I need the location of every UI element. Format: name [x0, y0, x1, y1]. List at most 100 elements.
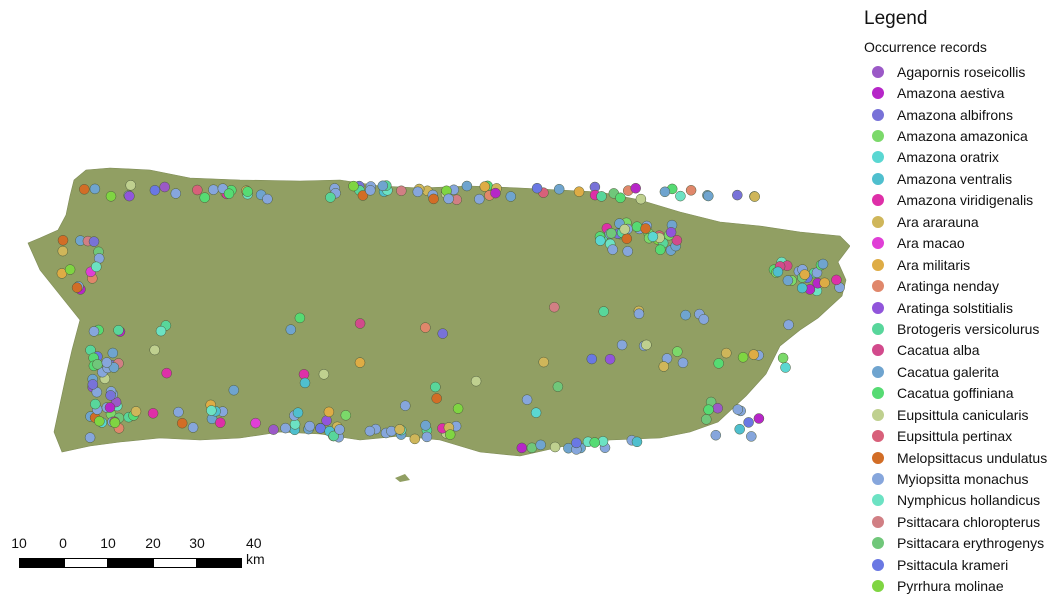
- occurrence-point: [94, 415, 105, 427]
- legend-label: Amazona viridigenalis: [897, 192, 1034, 209]
- scale-segment: [63, 558, 109, 568]
- occurrence-point: [701, 414, 712, 425]
- legend-label: Psittacula krameri: [897, 556, 1009, 573]
- occurrence-point: [452, 403, 464, 414]
- occurrence-point: [589, 437, 600, 448]
- legend-label: Cacatua galerita: [897, 363, 999, 380]
- legend-label: Eupsittula pertinax: [897, 428, 1013, 445]
- scale-tick-label: 30: [189, 535, 205, 551]
- legend-swatch-icon: [872, 580, 884, 593]
- occurrence-point: [444, 429, 456, 440]
- legend-label: Psittacara erythrogenys: [897, 535, 1045, 552]
- scale-tick-label: 10: [100, 535, 116, 551]
- occurrence-point: [354, 357, 366, 368]
- legend-swatch-icon: [872, 172, 884, 185]
- scale-segment: [152, 558, 198, 568]
- occurrence-point: [671, 235, 683, 246]
- occurrence-point: [89, 183, 101, 195]
- occurrence-point: [412, 186, 424, 198]
- occurrence-point: [680, 309, 691, 321]
- legend-label: Cacatua alba: [897, 342, 980, 359]
- occurrence-point: [672, 346, 683, 357]
- occurrence-point: [323, 406, 335, 418]
- legend-title: Legend: [864, 8, 928, 29]
- legend-item: Nymphicus hollandicus: [864, 490, 1054, 511]
- occurrence-point: [396, 185, 407, 197]
- occurrence-point: [743, 417, 754, 428]
- legend-item: Amazona ventralis: [864, 168, 1054, 189]
- occurrence-point: [88, 326, 100, 337]
- legend-item: Ara ararauna: [864, 211, 1054, 232]
- occurrence-point: [315, 423, 326, 434]
- occurrence-point: [199, 192, 210, 203]
- occurrence-point: [292, 407, 304, 418]
- occurrence-point: [334, 424, 345, 435]
- occurrence-point: [631, 436, 643, 448]
- occurrence-point: [710, 429, 722, 441]
- occurrence-point: [553, 183, 565, 195]
- occurrence-point: [665, 227, 677, 238]
- occurrence-point: [526, 442, 538, 454]
- occurrence-point: [57, 235, 69, 246]
- occurrence-point: [357, 190, 369, 201]
- occurrence-point: [173, 406, 184, 418]
- occurrence-point: [659, 186, 671, 198]
- scale-tick-label: 20: [145, 535, 161, 551]
- legend-item: Myiopsitta monachus: [864, 468, 1054, 489]
- legend-subtitle: Occurrence records: [864, 39, 987, 55]
- occurrence-point: [318, 369, 330, 380]
- legend-item: Melopsittacus undulatus: [864, 447, 1054, 468]
- legend-swatch-icon: [872, 108, 884, 121]
- occurrence-point: [549, 301, 560, 313]
- occurrence-point: [125, 180, 136, 191]
- occurrence-point: [289, 419, 301, 430]
- occurrence-point: [84, 432, 96, 443]
- occurrence-point: [655, 244, 666, 255]
- occurrence-point: [640, 223, 651, 234]
- legend-item: Psittacula krameri: [864, 554, 1054, 575]
- occurrence-point: [685, 185, 697, 196]
- occurrence-point: [79, 184, 90, 195]
- occurrence-point: [470, 375, 482, 387]
- occurrence-point: [105, 191, 117, 202]
- occurrence-point: [461, 180, 473, 192]
- offshore-islet-shape: [395, 474, 410, 482]
- scale-tick-label: 0: [59, 535, 67, 551]
- occurrence-point: [737, 352, 749, 363]
- legend-label: Agapornis roseicollis: [897, 63, 1026, 80]
- legend-label: Amazona aestiva: [897, 85, 1005, 102]
- occurrence-point: [549, 441, 561, 453]
- occurrence-point: [782, 275, 794, 286]
- occurrence-point: [753, 413, 765, 424]
- legend-swatch-icon: [872, 408, 884, 421]
- occurrence-point: [799, 269, 810, 280]
- legend-item: Eupsittula pertinax: [864, 425, 1054, 446]
- legend-label: Nymphicus hollandicus: [897, 492, 1041, 509]
- legend-swatch-icon: [872, 344, 884, 357]
- map-canvas[interactable]: [0, 0, 850, 598]
- occurrence-point: [64, 264, 76, 275]
- occurrence-point: [732, 404, 744, 415]
- legend-panel: Legend Occurrence records Agapornis rose…: [864, 8, 1054, 597]
- legend-label: Aratinga solstitialis: [897, 299, 1013, 316]
- occurrence-point: [641, 339, 652, 351]
- occurrence-point: [780, 362, 791, 373]
- legend-item: Pyrrhura molinae: [864, 576, 1054, 597]
- occurrence-point: [149, 185, 161, 196]
- occurrence-point: [364, 425, 376, 437]
- occurrence-point: [538, 356, 549, 368]
- occurrence-point: [223, 188, 235, 199]
- occurrence-point: [170, 188, 182, 199]
- occurrence-point: [604, 353, 616, 365]
- occurrence-point: [595, 235, 606, 246]
- occurrence-point: [113, 324, 124, 336]
- legend-swatch-icon: [872, 215, 884, 228]
- occurrence-point: [228, 384, 240, 396]
- occurrence-points: [56, 180, 845, 455]
- occurrence-point: [262, 193, 273, 205]
- scale-segment: [108, 558, 153, 568]
- legend-swatch-icon: [872, 365, 884, 378]
- legend-label: Melopsittacus undulatus: [897, 449, 1048, 466]
- legend-label: Pyrrhura molinae: [897, 578, 1004, 595]
- occurrence-point: [677, 357, 689, 369]
